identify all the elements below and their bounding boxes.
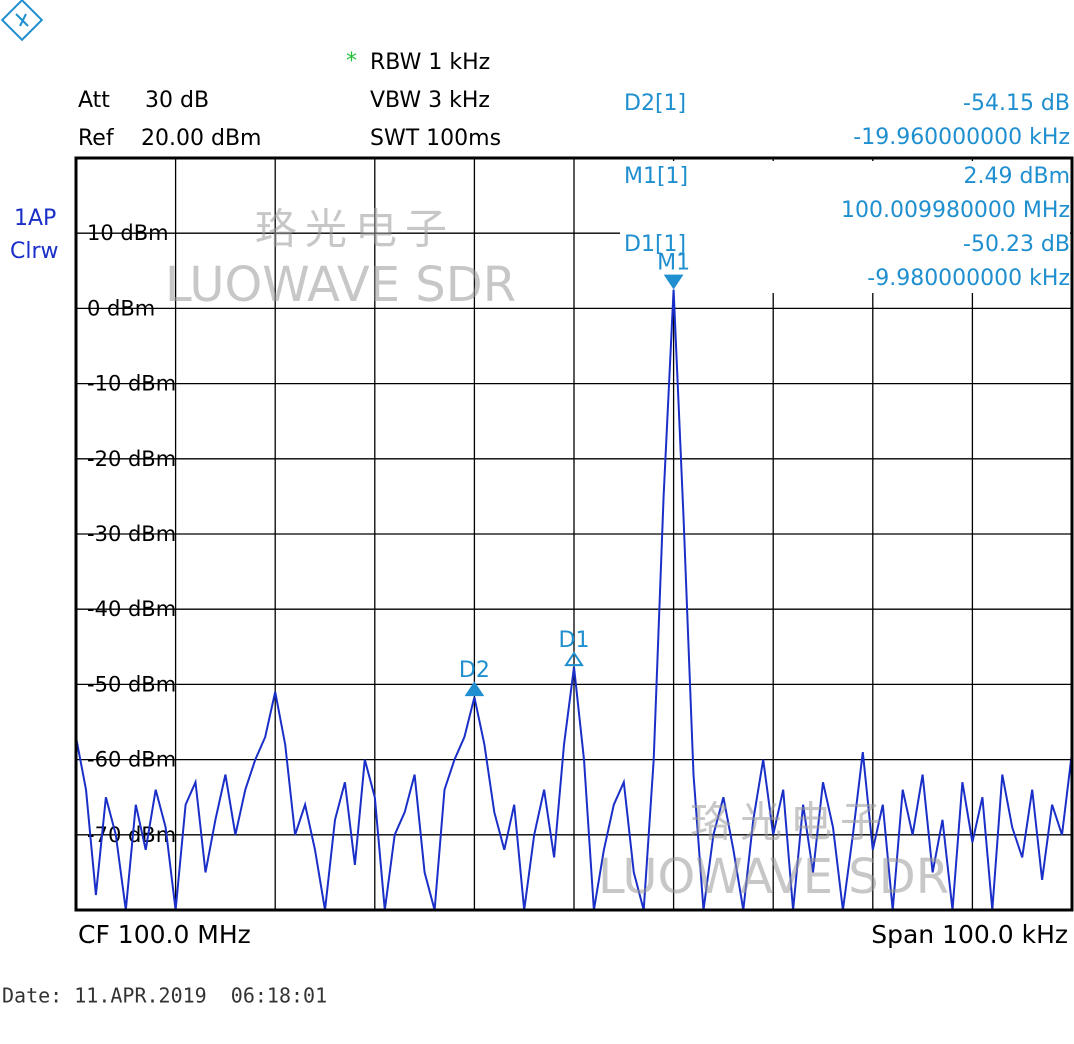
rbw-star: * bbox=[346, 49, 357, 74]
readout-name: D2[1] bbox=[624, 91, 686, 116]
y-tick-label: -10 dBm bbox=[87, 372, 176, 396]
readout-frequency: 100.009980000 MHz bbox=[841, 198, 1070, 223]
y-tick-label: -30 dBm bbox=[87, 522, 176, 546]
marker bbox=[464, 681, 485, 697]
readout-name: M1[1] bbox=[624, 164, 688, 189]
plot-frame bbox=[74, 156, 1074, 912]
trace-mode: Clrw bbox=[10, 239, 59, 264]
readout-level: 2.49 dBm bbox=[964, 164, 1070, 189]
marker bbox=[564, 651, 584, 667]
y-tick-label: -50 dBm bbox=[87, 672, 176, 696]
trace bbox=[76, 289, 1072, 910]
y-tick-label: 0 dBm bbox=[87, 296, 155, 320]
swt: SWT 100ms bbox=[370, 126, 501, 151]
y-tick-label: 10 dBm bbox=[87, 221, 169, 245]
y-tick-label: -60 dBm bbox=[87, 748, 176, 772]
watermark-cn: 珞光电子 bbox=[690, 798, 890, 847]
vbw: VBW 3 kHz bbox=[370, 88, 490, 113]
att-value: 30 dB bbox=[145, 88, 209, 113]
readout-frequency: -19.960000000 kHz bbox=[853, 125, 1070, 150]
trace-label: 1AP bbox=[14, 206, 56, 231]
marker-label: D1 bbox=[559, 628, 590, 653]
watermark-en: LUOWAVE SDR bbox=[598, 849, 949, 905]
readout-frequency: -9.980000000 kHz bbox=[867, 266, 1070, 291]
y-tick-label: -40 dBm bbox=[87, 597, 176, 621]
marker-label: D2 bbox=[459, 658, 490, 683]
ref-value: 20.00 dBm bbox=[141, 126, 261, 151]
readout-level: -54.15 dB bbox=[963, 91, 1070, 116]
ref-label: Ref bbox=[78, 126, 115, 151]
plot: 10 dBm 0 dBm -10 dBm -20 dBm -30 dBm -40 dBm -… bbox=[74, 91, 1074, 912]
readout-name: D1[1] bbox=[624, 232, 686, 257]
span: Span 100.0 kHz bbox=[871, 920, 1068, 949]
marker-label: M1 bbox=[657, 251, 690, 276]
watermark-en: LUOWAVE SDR bbox=[165, 257, 516, 313]
att-label: Att bbox=[78, 88, 110, 113]
y-tick-label: -20 dBm bbox=[87, 447, 176, 471]
readout-level: -50.23 dB bbox=[963, 232, 1070, 257]
watermark-cn: 珞光电子 bbox=[255, 205, 455, 254]
marker bbox=[663, 274, 684, 290]
rbw: RBW 1 kHz bbox=[370, 50, 490, 75]
readout-background bbox=[620, 161, 1070, 293]
center-frequency: CF 100.0 MHz bbox=[78, 920, 251, 949]
date: Date: 11.APR.2019 06:18:01 bbox=[2, 984, 327, 1008]
logo bbox=[0, 0, 44, 42]
